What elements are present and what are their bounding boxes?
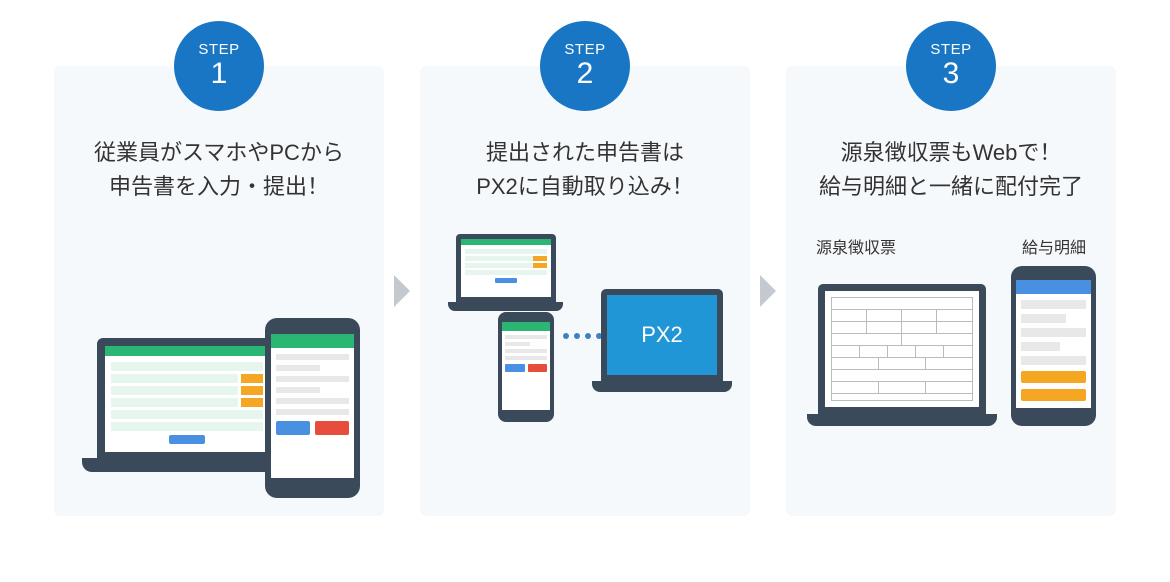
step-badge-2: STEP 2 xyxy=(540,21,630,111)
app-header-bar xyxy=(105,346,269,356)
step-title-2: 提出された申告書は PX2に自動取り込み！ xyxy=(476,136,694,204)
app-header-bar xyxy=(271,334,354,348)
flow-arrow-icon xyxy=(384,66,420,516)
step-label: STEP xyxy=(564,42,605,58)
step-number: 2 xyxy=(577,58,594,90)
illustration-1 xyxy=(72,234,366,498)
title-line: 給与明細と一緒に配付完了 xyxy=(819,174,1083,199)
laptop-icon xyxy=(82,338,292,488)
step3-sublabels: 源泉徴収票 給与明細 xyxy=(804,234,1098,258)
step-card-2: STEP 2 提出された申告書は PX2に自動取り込み！ xyxy=(420,66,750,516)
title-line: 申告書を入力・提出！ xyxy=(109,174,329,199)
smartphone-icon xyxy=(265,318,360,498)
sublabel-right: 給与明細 xyxy=(1022,234,1086,258)
title-line: 提出された申告書は xyxy=(486,140,684,165)
payslip-phone-icon xyxy=(1011,266,1096,426)
px2-label: PX2 xyxy=(641,322,683,348)
illustration-2: PX2 xyxy=(438,234,732,498)
title-line: 源泉徴収票もWebで！ xyxy=(841,140,1062,165)
step-number: 3 xyxy=(943,58,960,90)
phone-btn-blue xyxy=(276,421,310,435)
step-label: STEP xyxy=(198,42,239,58)
phone-btn-red xyxy=(315,421,349,435)
step-number: 1 xyxy=(211,58,228,90)
step-card-3: STEP 3 源泉徴収票もWebで！ 給与明細と一緒に配付完了 源泉徴収票 給与… xyxy=(786,66,1116,516)
step-card-1: STEP 1 従業員がスマホやPCから 申告書を入力・提出！ xyxy=(54,66,384,516)
illustration-3 xyxy=(804,266,1098,426)
mini-phone-icon xyxy=(498,312,554,422)
step-title-1: 従業員がスマホやPCから 申告書を入力・提出！ xyxy=(94,136,344,204)
mini-laptop-icon xyxy=(448,234,563,316)
title-line: 従業員がスマホやPCから xyxy=(94,140,344,165)
sublabel-left: 源泉徴収票 xyxy=(816,234,896,258)
document-laptop-icon xyxy=(807,284,997,426)
step-badge-1: STEP 1 xyxy=(174,21,264,111)
step-label: STEP xyxy=(930,42,971,58)
title-line: PX2に自動取り込み！ xyxy=(476,174,694,199)
flow-arrow-icon xyxy=(750,66,786,516)
step-title-3: 源泉徴収票もWebで！ 給与明細と一緒に配付完了 xyxy=(819,136,1083,204)
process-flow: STEP 1 従業員がスマホやPCから 申告書を入力・提出！ xyxy=(54,66,1116,516)
step-badge-3: STEP 3 xyxy=(906,21,996,111)
px2-laptop-icon: PX2 xyxy=(592,289,732,397)
